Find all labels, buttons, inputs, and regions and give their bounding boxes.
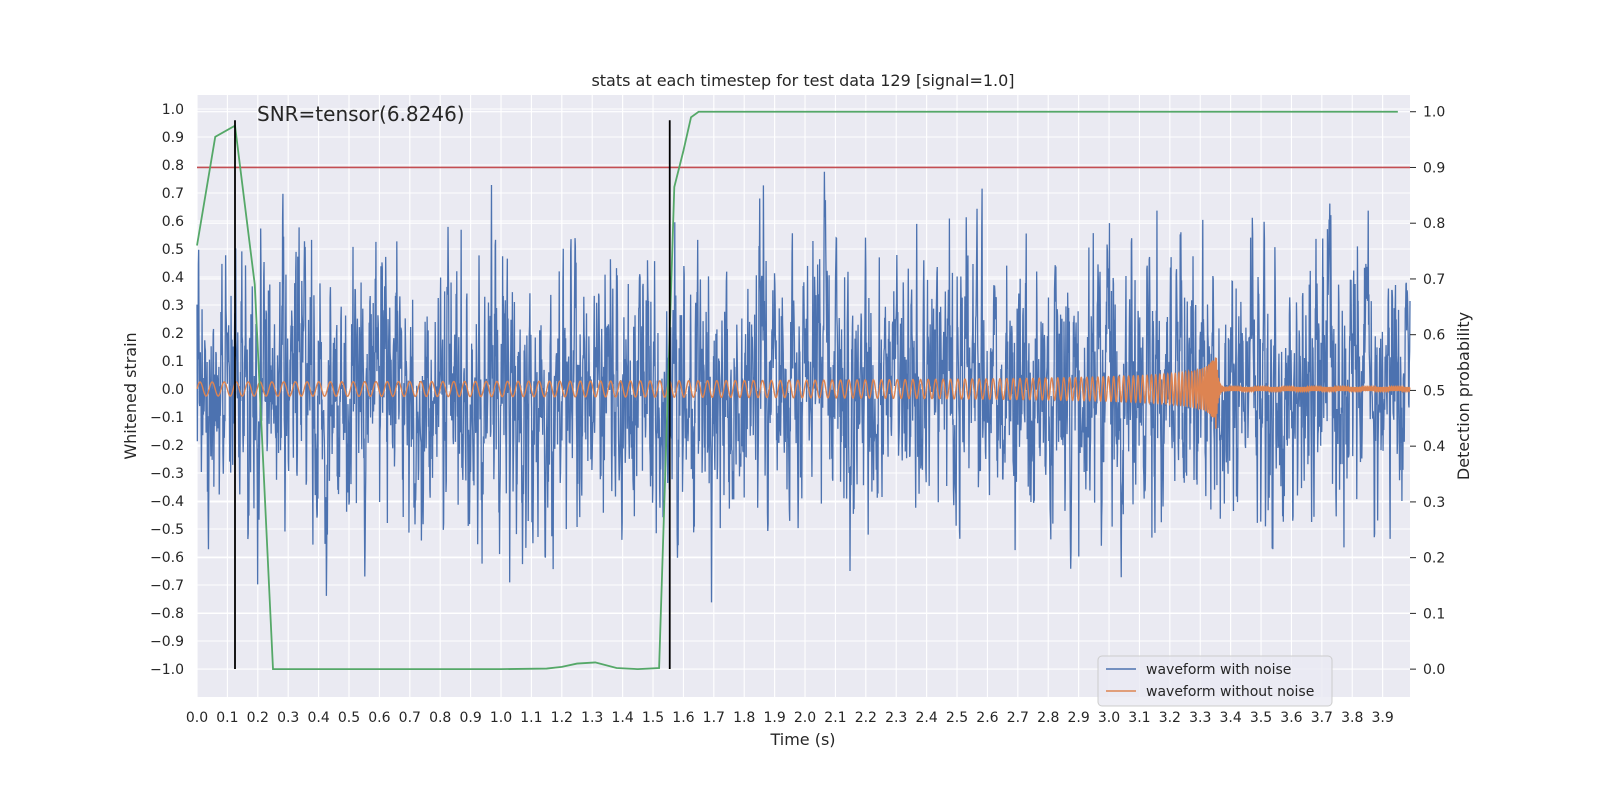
waveform-without-noise-line (196, 357, 1411, 429)
legend-box (1097, 655, 1333, 707)
x-tick-label: 2.7 (1007, 710, 1029, 726)
waveform-with-noise-line (196, 171, 1411, 603)
x-tick-label: 1.3 (581, 710, 603, 726)
chart-title: stats at each timestep for test data 129… (591, 71, 1014, 90)
x-tick-label: 2.6 (976, 710, 998, 726)
x-tick-label: 2.2 (855, 710, 877, 726)
x-tick-labels: 0.0 0.1 0.2 0.3 0.4 0.5 0.6 0.7 0.8 0.9 1.0 1.1 1.2 1… (186, 710, 1394, 726)
legend: waveform with noise waveform without noi… (1097, 655, 1333, 707)
x-tick-label: 0.0 (186, 710, 208, 726)
x-tick-label: 0.7 (399, 710, 421, 726)
y-right-tick-label: 0.3 (1423, 495, 1445, 511)
y-right-tick-label: 1.0 (1423, 105, 1445, 121)
series-waveform-with-noise (196, 171, 1411, 603)
x-tick-label: 0.5 (338, 710, 360, 726)
x-tick-label: 3.6 (1280, 710, 1302, 726)
y-right-tick-labels: 1.0 0.9 0.8 0.7 0.6 0.5 0.4 0.3 0.2 0.1 0.0 (1410, 105, 1445, 678)
x-tick-label: 1.2 (551, 710, 573, 726)
x-tick-label: 0.1 (216, 710, 238, 726)
x-tick-label: 0.9 (459, 710, 481, 726)
event-markers (234, 120, 671, 669)
y-right-tick-label: 0.9 (1423, 160, 1445, 176)
y-right-tick-label: 0.5 (1423, 383, 1445, 399)
series-detection-probability (196, 110, 1398, 671)
detection-probability-line (196, 110, 1398, 671)
x-tick-label: 1.0 (490, 710, 512, 726)
x-tick-label: 2.0 (794, 710, 816, 726)
y-right-tick-label: 0.2 (1423, 551, 1445, 567)
legend-label-noise: waveform with noise (1146, 662, 1291, 678)
y-left-tick-label: 0.0 (162, 382, 184, 398)
y-left-tick-label: −0.1 (150, 410, 184, 426)
y-left-tick-label: 0.9 (162, 130, 184, 146)
legend-label-clean: waveform without noise (1146, 684, 1314, 700)
x-tick-label: 3.5 (1250, 710, 1272, 726)
x-tick-label: 1.8 (733, 710, 755, 726)
y-left-tick-label: −0.5 (150, 522, 184, 538)
y-left-tick-label: 0.7 (162, 186, 184, 202)
x-tick-label: 0.2 (247, 710, 269, 726)
y-axis-right-label: Detection probability (1454, 312, 1473, 480)
x-tick-label: 2.3 (885, 710, 907, 726)
snr-annotation: SNR=tensor(6.8246) (257, 102, 465, 126)
x-tick-label: 3.1 (1128, 710, 1150, 726)
y-left-tick-label: 0.4 (162, 270, 184, 286)
y-left-tick-label: 0.8 (162, 158, 184, 174)
x-tick-label: 0.8 (429, 710, 451, 726)
x-tick-label: 1.5 (642, 710, 664, 726)
x-tick-label: 3.8 (1341, 710, 1363, 726)
y-left-tick-label: −1.0 (150, 662, 184, 678)
x-tick-label: 2.5 (946, 710, 968, 726)
y-right-tick-label: 0.1 (1423, 606, 1445, 622)
y-axis-left-label: Whitened strain (121, 332, 140, 459)
x-tick-label: 2.8 (1037, 710, 1059, 726)
x-axis-label: Time (s) (769, 730, 835, 749)
y-left-tick-label: 0.2 (162, 326, 184, 342)
y-right-tick-label: 0.6 (1423, 328, 1445, 344)
x-tick-label: 0.3 (277, 710, 299, 726)
y-left-tick-label: 0.6 (162, 214, 184, 230)
x-tick-label: 2.1 (824, 710, 846, 726)
x-tick-label: 3.4 (1220, 710, 1242, 726)
y-left-tick-label: 0.3 (162, 298, 184, 314)
y-left-tick-label: 0.1 (162, 354, 184, 370)
x-tick-label: 1.1 (520, 710, 542, 726)
y-left-tick-label: −0.3 (150, 466, 184, 482)
y-left-tick-label: −0.2 (150, 438, 184, 454)
x-tick-label: 3.2 (1159, 710, 1181, 726)
x-tick-label: 3.9 (1372, 710, 1394, 726)
x-tick-label: 1.6 (672, 710, 694, 726)
x-tick-label: 1.7 (703, 710, 725, 726)
x-tick-label: 1.4 (611, 710, 633, 726)
x-tick-label: 3.0 (1098, 710, 1120, 726)
y-left-tick-label: −0.7 (150, 578, 184, 594)
y-left-tick-label: −0.4 (150, 494, 184, 510)
x-tick-label: 3.3 (1189, 710, 1211, 726)
y-left-tick-label: −0.8 (150, 606, 184, 622)
y-left-tick-label: 1.0 (162, 102, 184, 118)
y-right-tick-label: 0.0 (1423, 662, 1445, 678)
y-left-tick-label: −0.9 (150, 634, 184, 650)
x-tick-label: 3.7 (1311, 710, 1333, 726)
x-tick-label: 0.6 (368, 710, 390, 726)
y-left-tick-label: −0.6 (150, 550, 184, 566)
y-left-tick-label: 0.5 (162, 242, 184, 258)
y-left-tick-labels: 1.0 0.9 0.8 0.7 0.6 0.5 0.4 0.3 0.2 0.1 0.0 −0.1 −0.… (150, 102, 184, 678)
y-right-tick-label: 0.7 (1423, 272, 1445, 288)
x-tick-label: 0.4 (307, 710, 329, 726)
x-tick-label: 2.4 (915, 710, 937, 726)
y-right-tick-label: 0.4 (1423, 439, 1445, 455)
x-tick-label: 1.9 (763, 710, 785, 726)
x-tick-label: 2.9 (1067, 710, 1089, 726)
series-waveform-without-noise (196, 357, 1411, 429)
y-right-tick-label: 0.8 (1423, 216, 1445, 232)
